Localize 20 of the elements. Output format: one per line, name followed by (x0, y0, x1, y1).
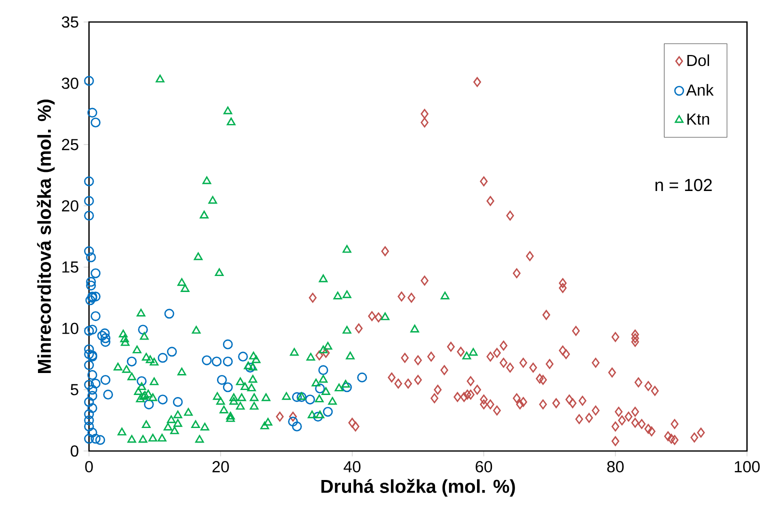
x-tick-label: 60 (476, 461, 492, 472)
y-tick-label: 20 (62, 200, 78, 212)
y-tick-label: 10 (62, 322, 78, 334)
legend-label: Ank (686, 84, 714, 96)
y-tick-label: 5 (70, 384, 78, 396)
y-tick-label: 0 (70, 445, 78, 457)
x-tick-label: 100 (734, 461, 760, 472)
x-tick-label: 20 (212, 461, 229, 472)
annotation: n = 102 (656, 178, 712, 192)
y-axis-title: Minrecorditová složka (mol. %) (36, 100, 55, 374)
x-tick-label: 80 (607, 461, 624, 472)
y-tick-label: 15 (62, 262, 78, 273)
x-tick-label: 0 (85, 461, 93, 472)
y-tick-label: 35 (62, 16, 78, 28)
x-axis-title: Druhá složka (mol. %) (321, 478, 515, 497)
legend-label: Dol (687, 54, 710, 66)
y-tick-label: 30 (62, 78, 78, 89)
legend-label: Ktn (687, 114, 710, 125)
y-tick-label: 25 (62, 138, 78, 150)
x-tick-label: 40 (344, 461, 360, 472)
